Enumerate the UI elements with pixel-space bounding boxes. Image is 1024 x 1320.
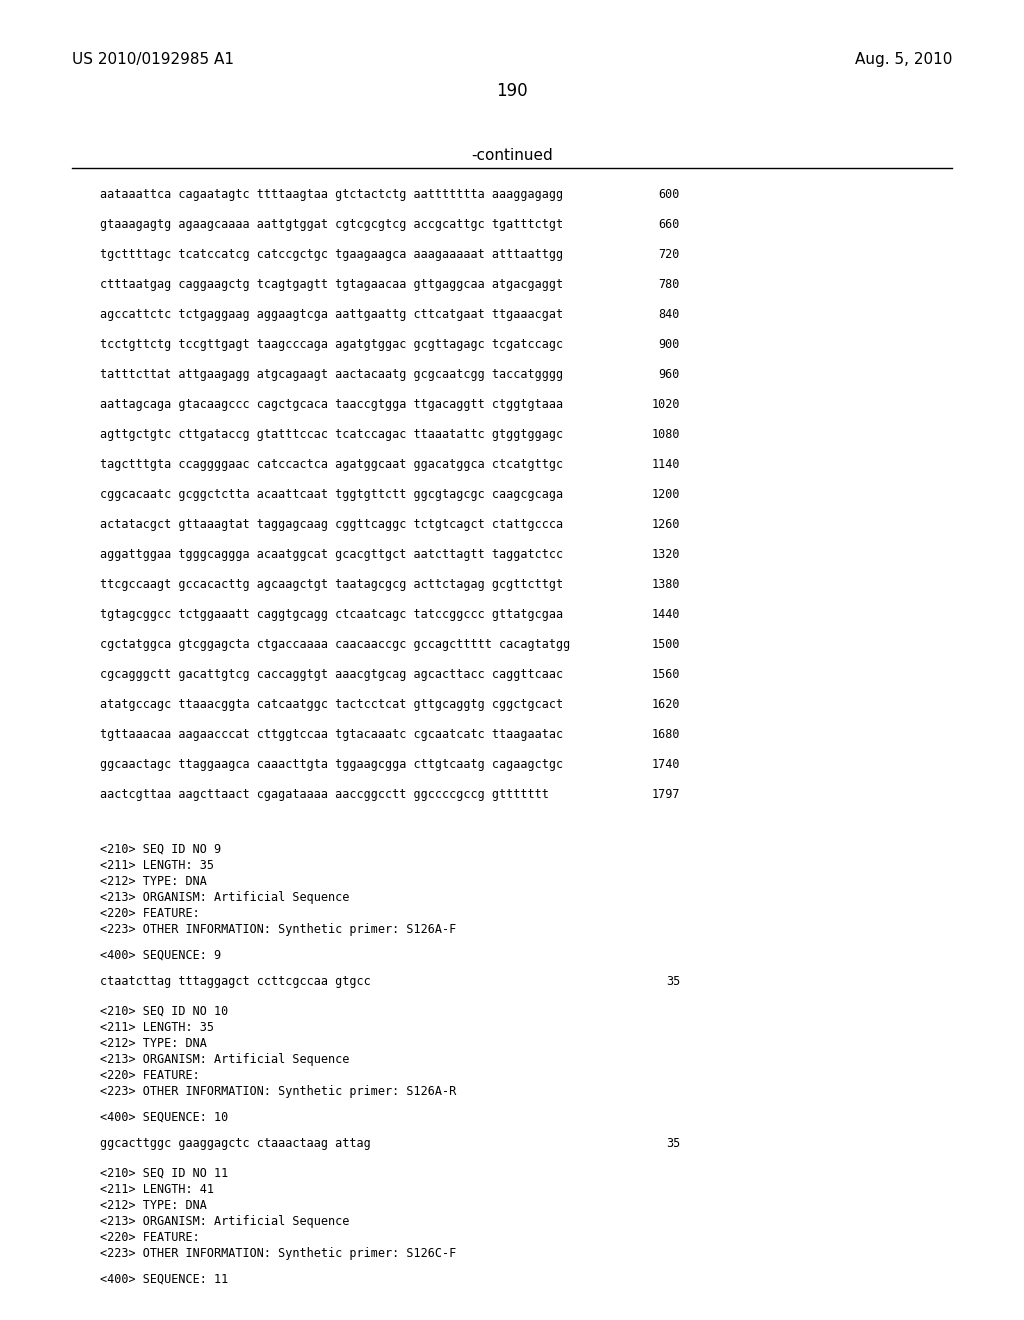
Text: <400> SEQUENCE: 9: <400> SEQUENCE: 9 bbox=[100, 949, 221, 962]
Text: 1620: 1620 bbox=[651, 698, 680, 711]
Text: tgttaaacaa aagaacccat cttggtccaa tgtacaaatc cgcaatcatc ttaagaatac: tgttaaacaa aagaacccat cttggtccaa tgtacaa… bbox=[100, 729, 563, 741]
Text: ctttaatgag caggaagctg tcagtgagtt tgtagaacaa gttgaggcaa atgacgaggt: ctttaatgag caggaagctg tcagtgagtt tgtagaa… bbox=[100, 279, 563, 290]
Text: actatacgct gttaaagtat taggagcaag cggttcaggc tctgtcagct ctattgccca: actatacgct gttaaagtat taggagcaag cggttca… bbox=[100, 517, 563, 531]
Text: 960: 960 bbox=[658, 368, 680, 381]
Text: 1320: 1320 bbox=[651, 548, 680, 561]
Text: tgtagcggcc tctggaaatt caggtgcagg ctcaatcagc tatccggccc gttatgcgaa: tgtagcggcc tctggaaatt caggtgcagg ctcaatc… bbox=[100, 609, 563, 620]
Text: <212> TYPE: DNA: <212> TYPE: DNA bbox=[100, 875, 207, 888]
Text: 780: 780 bbox=[658, 279, 680, 290]
Text: <213> ORGANISM: Artificial Sequence: <213> ORGANISM: Artificial Sequence bbox=[100, 891, 349, 904]
Text: gtaaagagtg agaagcaaaa aattgtggat cgtcgcgtcg accgcattgc tgatttctgt: gtaaagagtg agaagcaaaa aattgtggat cgtcgcg… bbox=[100, 218, 563, 231]
Text: <220> FEATURE:: <220> FEATURE: bbox=[100, 907, 200, 920]
Text: 1740: 1740 bbox=[651, 758, 680, 771]
Text: <220> FEATURE:: <220> FEATURE: bbox=[100, 1232, 200, 1243]
Text: <213> ORGANISM: Artificial Sequence: <213> ORGANISM: Artificial Sequence bbox=[100, 1053, 349, 1067]
Text: <210> SEQ ID NO 9: <210> SEQ ID NO 9 bbox=[100, 843, 221, 855]
Text: <223> OTHER INFORMATION: Synthetic primer: S126A-F: <223> OTHER INFORMATION: Synthetic prime… bbox=[100, 923, 457, 936]
Text: <400> SEQUENCE: 11: <400> SEQUENCE: 11 bbox=[100, 1272, 228, 1286]
Text: aggattggaa tgggcaggga acaatggcat gcacgttgct aatcttagtt taggatctcc: aggattggaa tgggcaggga acaatggcat gcacgtt… bbox=[100, 548, 563, 561]
Text: 1200: 1200 bbox=[651, 488, 680, 502]
Text: 1797: 1797 bbox=[651, 788, 680, 801]
Text: US 2010/0192985 A1: US 2010/0192985 A1 bbox=[72, 51, 234, 67]
Text: <400> SEQUENCE: 10: <400> SEQUENCE: 10 bbox=[100, 1111, 228, 1125]
Text: ttcgccaagt gccacacttg agcaagctgt taatagcgcg acttctagag gcgttcttgt: ttcgccaagt gccacacttg agcaagctgt taatagc… bbox=[100, 578, 563, 591]
Text: <211> LENGTH: 35: <211> LENGTH: 35 bbox=[100, 859, 214, 873]
Text: aattagcaga gtacaagccc cagctgcaca taaccgtgga ttgacaggtt ctggtgtaaa: aattagcaga gtacaagccc cagctgcaca taaccgt… bbox=[100, 399, 563, 411]
Text: 1680: 1680 bbox=[651, 729, 680, 741]
Text: <223> OTHER INFORMATION: Synthetic primer: S126A-R: <223> OTHER INFORMATION: Synthetic prime… bbox=[100, 1085, 457, 1098]
Text: cgcagggctt gacattgtcg caccaggtgt aaacgtgcag agcacttacc caggttcaac: cgcagggctt gacattgtcg caccaggtgt aaacgtg… bbox=[100, 668, 563, 681]
Text: 1020: 1020 bbox=[651, 399, 680, 411]
Text: <210> SEQ ID NO 10: <210> SEQ ID NO 10 bbox=[100, 1005, 228, 1018]
Text: -continued: -continued bbox=[471, 148, 553, 162]
Text: 720: 720 bbox=[658, 248, 680, 261]
Text: ggcacttggc gaaggagctc ctaaactaag attag: ggcacttggc gaaggagctc ctaaactaag attag bbox=[100, 1137, 371, 1150]
Text: 900: 900 bbox=[658, 338, 680, 351]
Text: <212> TYPE: DNA: <212> TYPE: DNA bbox=[100, 1199, 207, 1212]
Text: 190: 190 bbox=[497, 82, 527, 100]
Text: aactcgttaa aagcttaact cgagataaaa aaccggcctt ggccccgccg gttttttt: aactcgttaa aagcttaact cgagataaaa aaccggc… bbox=[100, 788, 549, 801]
Text: ctaatcttag tttaggagct ccttcgccaa gtgcc: ctaatcttag tttaggagct ccttcgccaa gtgcc bbox=[100, 975, 371, 987]
Text: atatgccagc ttaaacggta catcaatggc tactcctcat gttgcaggtg cggctgcact: atatgccagc ttaaacggta catcaatggc tactcct… bbox=[100, 698, 563, 711]
Text: <212> TYPE: DNA: <212> TYPE: DNA bbox=[100, 1038, 207, 1049]
Text: Aug. 5, 2010: Aug. 5, 2010 bbox=[855, 51, 952, 67]
Text: <211> LENGTH: 41: <211> LENGTH: 41 bbox=[100, 1183, 214, 1196]
Text: 1440: 1440 bbox=[651, 609, 680, 620]
Text: 1560: 1560 bbox=[651, 668, 680, 681]
Text: tgcttttagc tcatccatcg catccgctgc tgaagaagca aaagaaaaat atttaattgg: tgcttttagc tcatccatcg catccgctgc tgaagaa… bbox=[100, 248, 563, 261]
Text: aataaattca cagaatagtc ttttaagtaa gtctactctg aattttttta aaaggagagg: aataaattca cagaatagtc ttttaagtaa gtctact… bbox=[100, 187, 563, 201]
Text: 1380: 1380 bbox=[651, 578, 680, 591]
Text: <220> FEATURE:: <220> FEATURE: bbox=[100, 1069, 200, 1082]
Text: <213> ORGANISM: Artificial Sequence: <213> ORGANISM: Artificial Sequence bbox=[100, 1214, 349, 1228]
Text: tatttcttat attgaagagg atgcagaagt aactacaatg gcgcaatcgg taccatgggg: tatttcttat attgaagagg atgcagaagt aactaca… bbox=[100, 368, 563, 381]
Text: 840: 840 bbox=[658, 308, 680, 321]
Text: 1140: 1140 bbox=[651, 458, 680, 471]
Text: agccattctc tctgaggaag aggaagtcga aattgaattg cttcatgaat ttgaaacgat: agccattctc tctgaggaag aggaagtcga aattgaa… bbox=[100, 308, 563, 321]
Text: 35: 35 bbox=[666, 1137, 680, 1150]
Text: agttgctgtc cttgataccg gtatttccac tcatccagac ttaaatattc gtggtggagc: agttgctgtc cttgataccg gtatttccac tcatcca… bbox=[100, 428, 563, 441]
Text: 1500: 1500 bbox=[651, 638, 680, 651]
Text: <211> LENGTH: 35: <211> LENGTH: 35 bbox=[100, 1020, 214, 1034]
Text: tagctttgta ccaggggaac catccactca agatggcaat ggacatggca ctcatgttgc: tagctttgta ccaggggaac catccactca agatggc… bbox=[100, 458, 563, 471]
Text: 1080: 1080 bbox=[651, 428, 680, 441]
Text: ggcaactagc ttaggaagca caaacttgta tggaagcgga cttgtcaatg cagaagctgc: ggcaactagc ttaggaagca caaacttgta tggaagc… bbox=[100, 758, 563, 771]
Text: <210> SEQ ID NO 11: <210> SEQ ID NO 11 bbox=[100, 1167, 228, 1180]
Text: 1260: 1260 bbox=[651, 517, 680, 531]
Text: 660: 660 bbox=[658, 218, 680, 231]
Text: cgctatggca gtcggagcta ctgaccaaaa caacaaccgc gccagcttttt cacagtatgg: cgctatggca gtcggagcta ctgaccaaaa caacaac… bbox=[100, 638, 570, 651]
Text: tcctgttctg tccgttgagt taagcccaga agatgtggac gcgttagagc tcgatccagc: tcctgttctg tccgttgagt taagcccaga agatgtg… bbox=[100, 338, 563, 351]
Text: cggcacaatc gcggctctta acaattcaat tggtgttctt ggcgtagcgc caagcgcaga: cggcacaatc gcggctctta acaattcaat tggtgtt… bbox=[100, 488, 563, 502]
Text: <223> OTHER INFORMATION: Synthetic primer: S126C-F: <223> OTHER INFORMATION: Synthetic prime… bbox=[100, 1247, 457, 1261]
Text: 600: 600 bbox=[658, 187, 680, 201]
Text: 35: 35 bbox=[666, 975, 680, 987]
